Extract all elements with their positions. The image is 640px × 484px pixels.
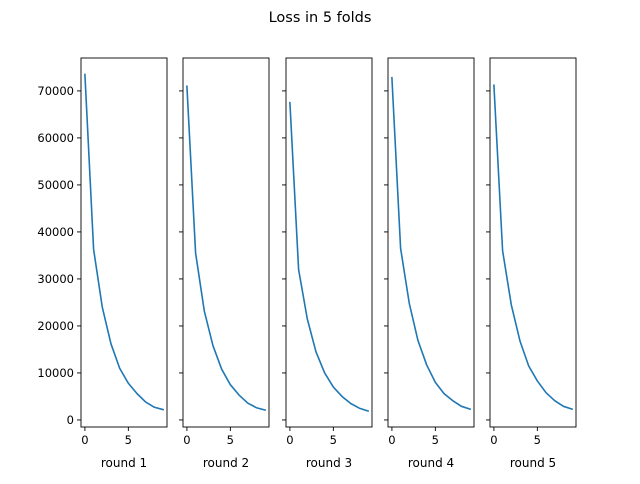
x-tick-label: 0	[388, 433, 395, 447]
subplot-5: 0 5 round 5	[486, 57, 577, 470]
x-tick-label: 5	[330, 433, 337, 447]
axes-frame-2	[182, 57, 270, 428]
x-tick-label: 0	[286, 433, 293, 447]
series-line-2	[186, 85, 267, 412]
x-tick-label: 5	[534, 433, 541, 447]
series-line-4	[391, 76, 472, 411]
x-axis-label-5: round 5	[510, 456, 556, 470]
x-tick-label: 5	[432, 433, 439, 447]
x-tick-label: 5	[227, 433, 234, 447]
subplot-4: 0 5 round 4	[384, 57, 475, 470]
x-tick-label: 5	[125, 433, 132, 447]
series-line-5	[493, 84, 574, 411]
figure-title: Loss in 5 folds	[269, 10, 372, 26]
x-axis-label-3: round 3	[306, 456, 352, 470]
axes-frame-1	[80, 57, 168, 428]
axes-frame-3	[285, 57, 373, 428]
y-tick-label: 50000	[37, 178, 74, 192]
y-tick-label: 60000	[37, 131, 74, 145]
x-tick-label: 0	[183, 433, 190, 447]
x-tick-label: 0	[490, 433, 497, 447]
x-axis-label-2: round 2	[203, 456, 249, 470]
axes-frame-4	[387, 57, 475, 428]
x-axis-label-1: round 1	[101, 456, 147, 470]
y-tick-label: 30000	[37, 272, 74, 286]
subplot-1: 0 10000 20000 30000 40000 50000 60000 70000 0 5 ro…	[37, 57, 168, 470]
x-axis-label-4: round 4	[408, 456, 454, 470]
x-tick-label: 0	[81, 433, 88, 447]
subplot-3: 0 5 round 3	[282, 57, 373, 470]
subplot-2: 0 5 round 2	[179, 57, 270, 470]
y-tick-label: 20000	[37, 319, 74, 333]
series-line-3	[289, 101, 370, 413]
series-line-1	[84, 73, 165, 411]
y-tick-label: 40000	[37, 225, 74, 239]
y-tick-label: 0	[67, 413, 74, 427]
y-tick-label: 10000	[37, 366, 74, 380]
axes-frame-5	[489, 57, 577, 428]
y-tick-label: 70000	[37, 84, 74, 98]
